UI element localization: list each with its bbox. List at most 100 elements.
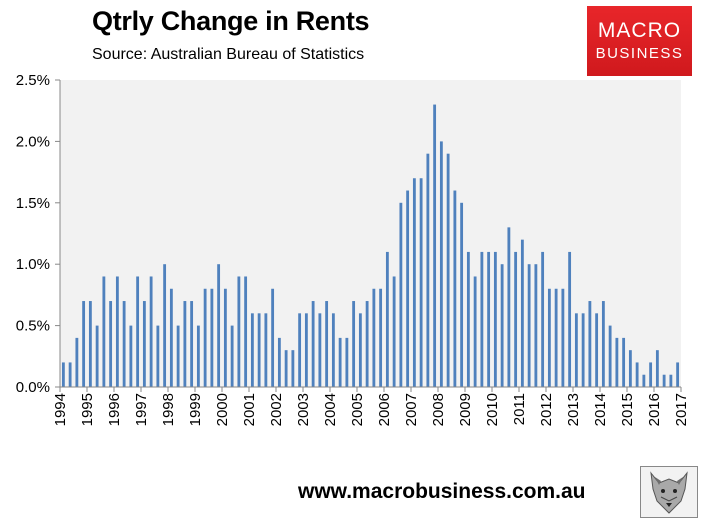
logo-line-macro: MACRO bbox=[597, 19, 682, 42]
bar bbox=[149, 276, 153, 387]
bar bbox=[136, 276, 140, 387]
bar bbox=[277, 337, 281, 387]
bar bbox=[615, 337, 619, 387]
bar bbox=[412, 178, 416, 387]
bar bbox=[183, 301, 187, 387]
bar bbox=[601, 301, 605, 387]
y-tick-label: 1.0% bbox=[16, 256, 50, 273]
bar bbox=[325, 301, 329, 387]
bar bbox=[271, 288, 275, 387]
bar bbox=[257, 313, 261, 387]
x-tick-label: 2015 bbox=[619, 393, 636, 426]
bar bbox=[608, 325, 612, 387]
bar bbox=[122, 301, 126, 387]
x-tick-label: 2002 bbox=[268, 393, 285, 426]
bar bbox=[304, 313, 308, 387]
bar bbox=[588, 301, 592, 387]
bar bbox=[655, 350, 659, 387]
x-tick-label: 1997 bbox=[133, 393, 150, 426]
bar bbox=[527, 264, 531, 387]
bar bbox=[318, 313, 322, 387]
bar bbox=[433, 104, 437, 387]
bar bbox=[88, 301, 92, 387]
logo-line-business: BUSINESS bbox=[595, 45, 684, 62]
x-tick-label: 2013 bbox=[565, 393, 582, 426]
bar bbox=[82, 301, 86, 387]
bar bbox=[568, 251, 572, 387]
bar bbox=[223, 288, 227, 387]
bar bbox=[68, 362, 72, 387]
bar bbox=[419, 178, 423, 387]
bar bbox=[196, 325, 200, 387]
bar bbox=[129, 325, 133, 387]
bar bbox=[493, 251, 497, 387]
bar bbox=[480, 251, 484, 387]
bar bbox=[210, 288, 214, 387]
bar bbox=[156, 325, 160, 387]
bar bbox=[115, 276, 119, 387]
bar bbox=[379, 288, 383, 387]
bar bbox=[230, 325, 234, 387]
bar bbox=[331, 313, 335, 387]
bar bbox=[487, 251, 491, 387]
bar bbox=[284, 350, 288, 387]
x-tick-label: 2004 bbox=[322, 393, 339, 426]
bar bbox=[507, 227, 511, 387]
bar bbox=[520, 239, 524, 387]
bar bbox=[399, 202, 403, 387]
bar bbox=[372, 288, 376, 387]
x-tick-label: 2003 bbox=[295, 393, 312, 426]
bar bbox=[190, 301, 194, 387]
bar bbox=[95, 325, 99, 387]
bar bbox=[446, 153, 450, 387]
y-tick-label: 0.5% bbox=[16, 318, 50, 335]
bar bbox=[561, 288, 565, 387]
chart-subtitle: Source: Australian Bureau of Statistics bbox=[92, 46, 365, 63]
x-tick-label: 2010 bbox=[484, 393, 501, 426]
bar bbox=[574, 313, 578, 387]
bar bbox=[514, 251, 518, 387]
chart-title: Qtrly Change in Rents bbox=[92, 6, 370, 36]
y-tick-label: 1.5% bbox=[16, 195, 50, 212]
bar bbox=[385, 251, 389, 387]
bar bbox=[392, 276, 396, 387]
plot-area bbox=[60, 80, 681, 387]
bar bbox=[142, 301, 146, 387]
bar bbox=[163, 264, 167, 387]
x-tick-label: 1999 bbox=[187, 393, 204, 426]
bar bbox=[345, 337, 349, 387]
bar bbox=[217, 264, 221, 387]
bar bbox=[102, 276, 106, 387]
bar bbox=[676, 362, 680, 387]
bar bbox=[264, 313, 268, 387]
bar bbox=[75, 337, 79, 387]
bar bbox=[250, 313, 254, 387]
x-tick-label: 2016 bbox=[646, 393, 663, 426]
bar bbox=[365, 301, 369, 387]
bar bbox=[338, 337, 342, 387]
y-tick-label: 0.0% bbox=[16, 379, 50, 396]
x-tick-label: 2014 bbox=[592, 393, 609, 426]
bar bbox=[61, 362, 65, 387]
bar bbox=[622, 337, 626, 387]
bar bbox=[460, 202, 464, 387]
bar bbox=[453, 190, 457, 387]
x-tick-label: 2009 bbox=[457, 393, 474, 426]
bar bbox=[628, 350, 632, 387]
bar bbox=[439, 141, 443, 387]
bar bbox=[426, 153, 430, 387]
bar bbox=[352, 301, 356, 387]
bar bbox=[662, 374, 666, 387]
x-tick-label: 2006 bbox=[376, 393, 393, 426]
bar bbox=[358, 313, 362, 387]
x-tick-label: 2005 bbox=[349, 393, 366, 426]
bar bbox=[554, 288, 558, 387]
bar bbox=[169, 288, 173, 387]
y-tick-label: 2.5% bbox=[16, 72, 50, 89]
x-tick-label: 2011 bbox=[511, 393, 528, 425]
bar bbox=[581, 313, 585, 387]
x-tick-label: 2008 bbox=[430, 393, 447, 426]
bar bbox=[649, 362, 653, 387]
x-tick-label: 2000 bbox=[214, 393, 231, 426]
